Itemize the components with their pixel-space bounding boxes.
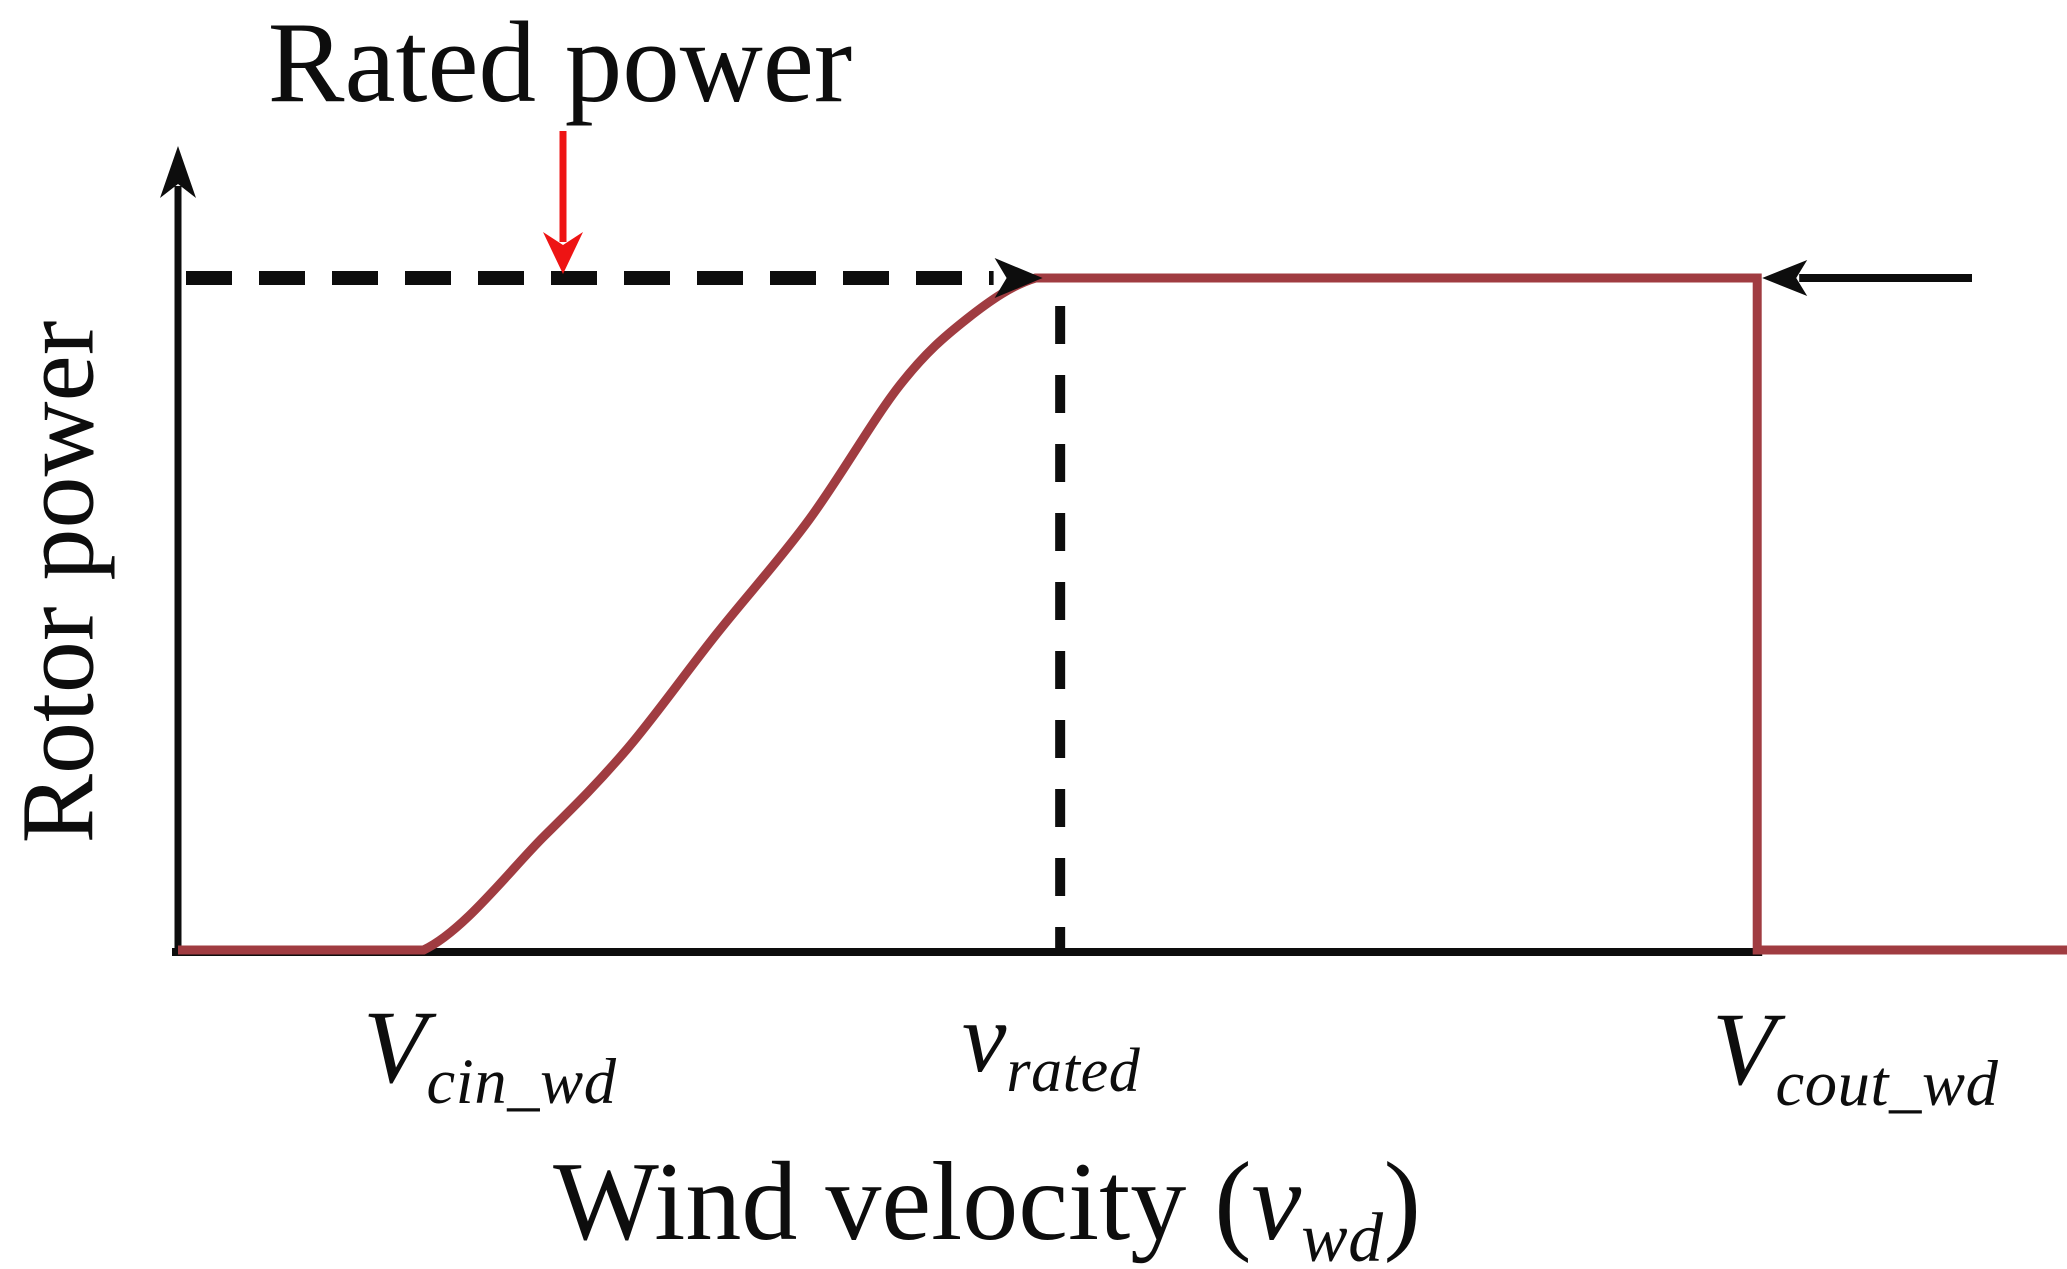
tick-rated-symbol: v xyxy=(962,982,1007,1093)
tick-cut-out-symbol: V xyxy=(1712,992,1776,1107)
x-axis-label: Wind velocity (vwd) xyxy=(553,1138,1421,1269)
tick-rated-velocity: vrated xyxy=(962,988,1140,1102)
rated-dashed-arrowhead xyxy=(994,258,1043,298)
y-axis-label: Rotor power xyxy=(0,320,116,844)
power-curve xyxy=(178,273,2067,955)
tick-cut-in-velocity: Vcin_wd xyxy=(363,996,617,1114)
x-axis-label-symbol: v xyxy=(1251,1140,1302,1264)
tick-cut-in-symbol: V xyxy=(363,990,427,1105)
x-axis-label-text: Wind velocity ( xyxy=(553,1140,1252,1264)
tick-cut-out-subscript: cout_wd xyxy=(1775,1047,1999,1119)
x-axis-label-close: ) xyxy=(1383,1140,1421,1264)
annotation-arrowhead xyxy=(543,232,583,274)
cutout-arrowhead xyxy=(1762,260,1808,296)
tick-cut-in-subscript: cin_wd xyxy=(426,1045,617,1117)
rated-power-annotation: Rated power xyxy=(267,0,853,126)
x-axis-label-subscript: wd xyxy=(1301,1200,1384,1269)
tick-rated-subscript: rated xyxy=(1006,1036,1141,1105)
tick-cut-out-velocity: Vcout_wd xyxy=(1712,998,1999,1116)
y-axis-arrowhead xyxy=(160,146,196,198)
